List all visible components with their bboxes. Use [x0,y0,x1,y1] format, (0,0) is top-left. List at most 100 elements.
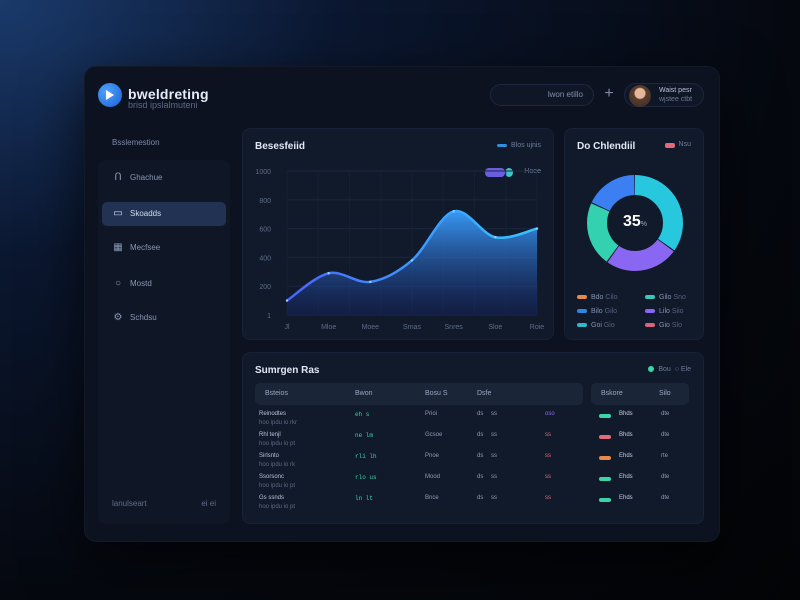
data-point [535,227,539,230]
chart-card: Besesfeiid Blos ujnis Hoee 1000800600400… [242,128,554,340]
x-tick-label: Snres [445,324,464,331]
table-header-right: Bskore Silo [591,383,689,405]
donut-legend-item: Bdo Cilo [577,294,617,301]
donut-chip[interactable] [665,143,675,148]
row-col-a: ds [477,432,484,438]
table-row[interactable]: Rhl tenjl hoo ipdu io pt ne lm Gcsoe ds ss ss B… [255,432,689,450]
donut-center: 35% [615,213,655,231]
donut-card: Do Chlendiil Nsu 35% Bdo Cilo Gilo Sno Bil… [564,128,704,340]
table-header-cell[interactable]: Silo [659,390,671,397]
row-col-a: ds [477,411,484,417]
data-point [452,210,455,213]
row-name: Rhl tenjl [259,432,281,438]
row-col-c: Bhds [619,432,633,438]
row-sub: hoo ipdu io rkr [259,420,298,426]
sidebar-item-label: Mecfsee [130,243,161,252]
sidebar-item-label: Schdsu [130,313,157,322]
table-row[interactable]: Gs ssnds hoo ipdu io pt ln lt Bnce ds ss ss Ehd… [255,495,689,513]
donut-title: Do Chlendiil [577,141,636,152]
y-tick-label: 800 [259,198,271,205]
y-tick-label: 1000 [255,169,271,176]
row-status: Gcsoe [425,432,443,438]
circle-icon: ○ [114,278,122,289]
row-col-d: rte [661,453,669,459]
sidebar-footer-meta: ei ei [201,499,216,508]
x-tick-label: Mloe [321,324,336,331]
table-header-cell[interactable]: Dsfe [477,390,492,397]
y-tick-label: 200 [259,284,271,291]
chart-legend: Blos ujnis [497,142,541,149]
folder-icon: ▭ [113,208,123,219]
user-menu[interactable]: Waist pesr wjstee ctbt [624,83,704,107]
sidebar-item-label: Skoadds [130,209,162,218]
row-col-d: dte [661,495,670,501]
table-header-cell[interactable]: Bsteios [265,390,288,397]
row-value: rli lh [355,453,377,460]
row-tag: ss [545,453,551,459]
sidebar-item-5[interactable]: ⚙ Schdsu [102,306,226,330]
table-tool-label-2: Ele [680,366,691,373]
table-row[interactable]: Sirlsnto hoo ipdu io rk rli lh Pnoe ds ss ss Eh… [255,453,689,471]
row-col-c: Ehds [619,495,633,501]
app-title: bweldreting [128,86,209,102]
settings-icon: ⚙ [113,312,123,323]
data-point [494,236,497,239]
sidebar: ᑎ Ghachue ▭ Skoadds ▦ Mecfsee ○ Mostd ⚙ … [98,160,230,524]
status-pill [599,456,611,460]
donut-unit: % [640,221,648,228]
data-point [285,299,289,302]
row-value: ne lm [355,432,374,439]
add-button[interactable]: + [604,85,614,102]
sidebar-title: Bsslemestion [112,138,160,147]
table-card: Sumrgen Ras Bou ○ Ele Bsteios Bwon Bosu … [242,352,704,524]
status-pill [599,498,611,502]
row-col-d: dte [661,432,670,438]
y-tick-label: 600 [259,227,271,234]
series-chip-teal[interactable] [505,168,513,177]
row-status: Pnoe [425,453,440,459]
table-header-cell[interactable]: Bskore [601,390,623,397]
user-role: wjstee ctbt [659,96,693,103]
donut-legend-item: Lilo Siio [645,308,684,315]
sidebar-item-1[interactable]: ᑎ Ghachue [102,166,226,190]
x-tick-label: Moee [362,324,380,331]
row-tag: ss [545,474,551,480]
y-tick-label: 400 [259,255,271,262]
table-header-cell[interactable]: Bwon [355,390,373,397]
sidebar-item-label: Ghachue [130,173,163,182]
row-name: Ssorsonc [259,474,285,480]
x-tick-label: Roie [530,324,545,331]
sidebar-item-label: Mostd [130,279,152,288]
sidebar-item-3[interactable]: ▦ Mecfsee [102,236,226,260]
row-col-a: ds [477,474,484,480]
data-point [369,280,372,284]
row-status: Prioi [425,411,438,417]
donut-legend-item: Gilo Sno [645,294,686,301]
row-value: ln lt [355,495,374,502]
sidebar-footer[interactable]: lanulseart [112,499,147,508]
sidebar-item-2[interactable]: ▭ Skoadds [102,202,226,226]
series-chip-purple[interactable] [485,168,505,177]
table-row[interactable]: Reinodtes hoo ipdu io rkr eh s Prioi ds ss oso… [255,411,689,429]
donut-legend-item: Gio Slo [645,322,682,329]
table-tool-label: Bou [658,366,671,373]
row-col-b: ss [491,474,497,480]
donut-legend-item: Goi Gio [577,322,615,329]
chart-icon: ᑎ [114,172,122,183]
row-col-c: Bhds [619,411,633,417]
search-input[interactable]: lwon etillo [490,84,594,106]
row-col-c: Ehds [619,474,633,480]
row-col-d: dte [661,411,670,417]
table-tools[interactable]: Bou ○ Ele [648,366,691,373]
row-col-c: Ehds [619,453,633,459]
x-tick-label: Smas [403,324,421,331]
chart-legend-label: Blos ujnis [511,142,541,149]
search-text: lwon etillo [547,90,583,99]
table-row[interactable]: Ssorsonc hoo ipdu io pt rlo us Mood ds ss ss Eh… [255,474,689,492]
row-sub: hoo ipdu io pt [259,504,296,510]
sidebar-item-4[interactable]: ○ Mostd [102,272,226,296]
row-col-d: dte [661,474,670,480]
table-header-cell[interactable]: Bosu S [425,390,448,397]
row-tag: ss [545,432,551,438]
status-pill [599,414,611,418]
